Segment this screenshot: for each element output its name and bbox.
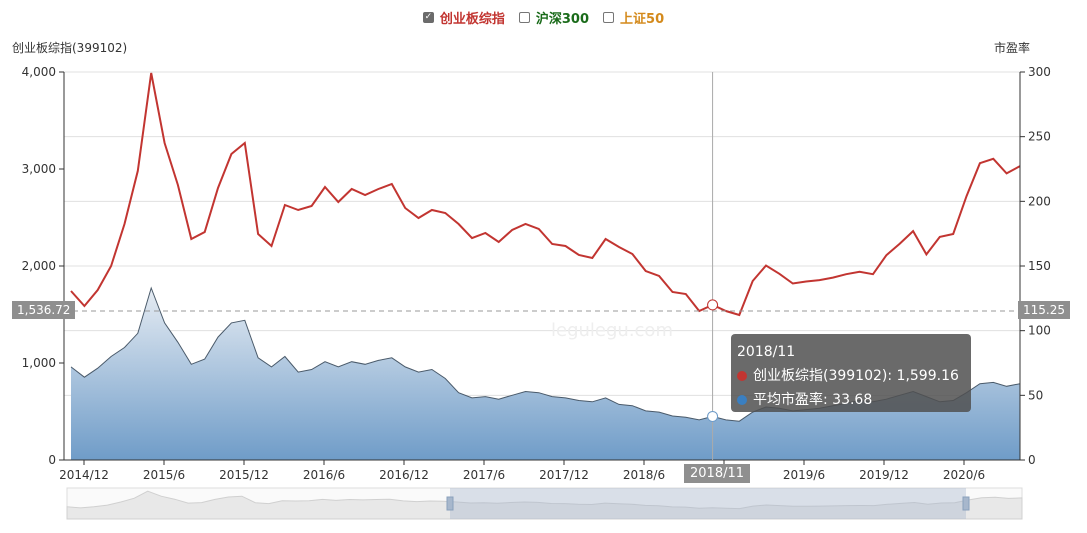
pe-area xyxy=(71,288,1020,460)
tooltip-row-label: 平均市盈率: 33.68 xyxy=(753,392,873,408)
left-axis-title: 创业板综指(399102) xyxy=(12,41,128,55)
left-tick-label: 3,000 xyxy=(22,162,56,176)
left-tick-label: 0 xyxy=(48,453,56,467)
right-tick-label: 0 xyxy=(1028,453,1036,467)
tooltip-row: 平均市盈率: 33.68 xyxy=(737,388,965,412)
datazoom-handle-icon[interactable] xyxy=(962,496,970,511)
x-tick-label: 2015/12 xyxy=(219,468,269,482)
legend-label: 上证50 xyxy=(620,12,665,27)
left-pointer-label: 1,536.72 xyxy=(12,301,76,319)
x-pointer-label: 2018/11 xyxy=(684,464,751,483)
legend-item-sz50[interactable]: 上证50 xyxy=(603,8,664,27)
datazoom-handle-icon[interactable] xyxy=(446,496,454,511)
blue-dot-icon xyxy=(737,395,747,405)
hover-point-blue xyxy=(707,410,719,422)
x-tick-label: 2020/6 xyxy=(943,468,985,482)
checkbox-icon[interactable] xyxy=(518,12,530,23)
left-tick-label: 4,000 xyxy=(22,65,56,79)
tooltip-row: 创业板综指(399102): 1,599.16 xyxy=(737,364,965,388)
x-tick-label: 2019/12 xyxy=(859,468,909,482)
checkbox-checked-icon[interactable]: ✓ xyxy=(422,12,434,23)
right-tick-label: 100 xyxy=(1028,324,1051,338)
tooltip-title: 2018/11 xyxy=(737,344,796,360)
right-pointer-label: 115.25 xyxy=(1018,301,1070,319)
right-tick-label: 150 xyxy=(1028,259,1051,273)
legend-item-hs300[interactable]: 沪深300 xyxy=(518,8,590,27)
tooltip-row-label: 创业板综指(399102): 1,599.16 xyxy=(753,368,959,384)
checkbox-icon[interactable] xyxy=(603,12,615,23)
hover-point-red xyxy=(707,299,719,311)
left-tick-label: 2,000 xyxy=(22,259,56,273)
x-tick-label: 2014/12 xyxy=(59,468,109,482)
x-tick-label: 2016/6 xyxy=(303,468,345,482)
right-tick-label: 300 xyxy=(1028,65,1051,79)
x-tick-label: 2015/6 xyxy=(143,468,185,482)
red-dot-icon xyxy=(737,371,747,381)
right-tick-label: 200 xyxy=(1028,194,1051,208)
legend-item-chinext[interactable]: ✓ 创业板综指 xyxy=(422,8,505,27)
left-tick-label: 1,000 xyxy=(22,356,56,370)
datazoom-selection[interactable] xyxy=(450,488,966,519)
right-tick-label: 50 xyxy=(1028,388,1043,402)
x-tick-label: 2017/12 xyxy=(539,468,589,482)
legend-label: 创业板综指 xyxy=(439,12,505,27)
legend: ✓ 创业板综指 沪深300 上证50 xyxy=(0,8,1087,27)
x-tick-label: 2019/6 xyxy=(783,468,825,482)
x-tick-label: 2018/6 xyxy=(623,468,665,482)
datazoom-preview xyxy=(66,490,1023,520)
tooltip: 2018/11 创业板综指(399102): 1,599.16 平均市盈率: 3… xyxy=(731,334,971,412)
x-tick-label: 2016/12 xyxy=(379,468,429,482)
watermark: legulegu.com xyxy=(551,320,673,341)
right-tick-label: 250 xyxy=(1028,130,1051,144)
right-axis-title: 市盈率 xyxy=(994,41,1031,55)
legend-label: 沪深300 xyxy=(535,12,590,27)
index-line xyxy=(70,72,1021,317)
x-tick-label: 2017/6 xyxy=(463,468,505,482)
